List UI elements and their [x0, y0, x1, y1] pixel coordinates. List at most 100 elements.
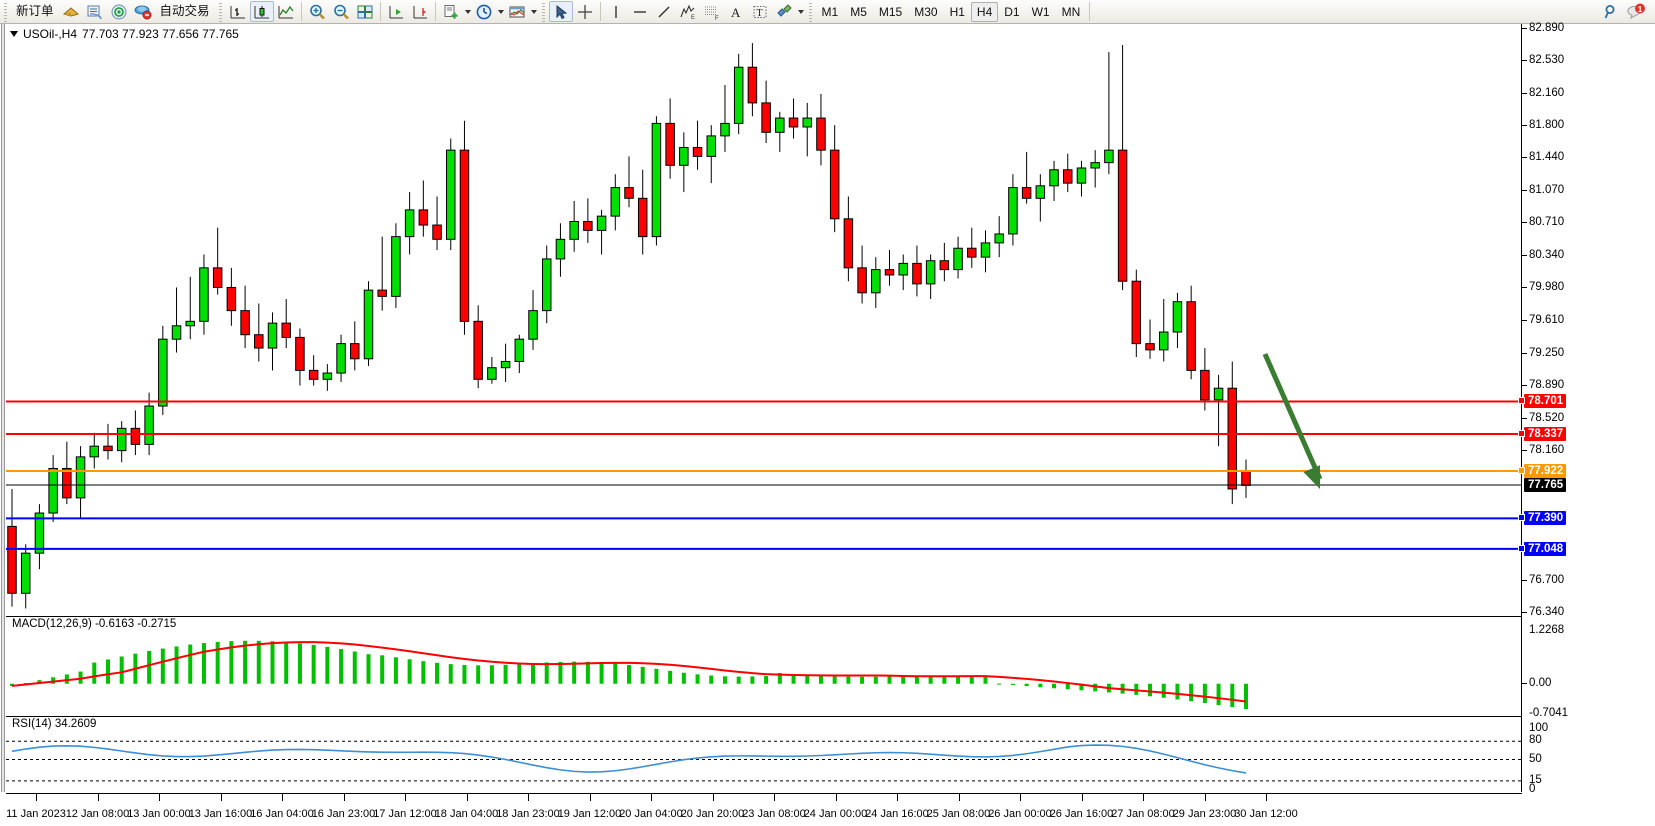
time-axis-label: 30 Jan 12:00 — [1234, 808, 1298, 820]
auto-scroll-icon[interactable] — [384, 1, 408, 22]
timeframe-m30[interactable]: M30 — [914, 4, 938, 19]
chart-shift-icon[interactable] — [408, 1, 432, 22]
navigator-icon[interactable] — [107, 1, 131, 22]
crosshair-icon[interactable] — [573, 1, 597, 22]
templates-icon[interactable] — [505, 1, 529, 22]
price-axis-tick — [1522, 417, 1527, 419]
time-axis-label: 23 Jan 08:00 — [742, 808, 806, 820]
price-tag-support-1[interactable]: 77.390 — [1518, 511, 1567, 526]
rsi-pane[interactable]: RSI(14) 34.2609 — [6, 716, 1522, 792]
price-line-handle[interactable] — [1518, 544, 1525, 552]
candlestick — [528, 290, 538, 350]
shapes-dropdown-caret[interactable] — [797, 9, 804, 14]
line-chart-icon[interactable] — [274, 1, 298, 22]
price-line-handle[interactable] — [1518, 429, 1525, 437]
price-tag-entry-line[interactable]: 77.922 — [1518, 463, 1567, 478]
time-axis[interactable]: 11 Jan 2023 12 Jan 08:00 13 Jan 00:00 13 Ja… — [6, 793, 1522, 826]
period-icon[interactable] — [472, 1, 496, 22]
timeframe-m1[interactable]: M1 — [821, 4, 839, 19]
chart-symbol-header[interactable]: USOil-,H4 77.703 77.923 77.656 77.765 — [8, 27, 241, 41]
timeframe-h4[interactable]: H4 — [970, 1, 999, 22]
horizontal-line-icon[interactable] — [628, 1, 652, 22]
price-axis-tick — [1522, 157, 1527, 159]
notifications-icon[interactable]: 1 — [1623, 1, 1649, 22]
fibonacci-icon[interactable]: F — [700, 1, 724, 22]
macd-histogram-bar — [393, 657, 398, 684]
macd-histogram-bar — [229, 641, 234, 684]
macd-histogram-bar — [1161, 683, 1166, 698]
toolbar-grip-3[interactable] — [539, 1, 547, 22]
indicators-icon[interactable] — [439, 1, 463, 22]
macd-pane[interactable]: MACD(12,26,9) -0.6163 -0.2715 — [6, 616, 1521, 716]
macd-histogram-bar — [366, 654, 371, 684]
indicators-dropdown-caret[interactable] — [464, 9, 471, 14]
chart-menu-caret-icon[interactable] — [10, 31, 18, 37]
text-icon[interactable]: A — [724, 1, 748, 22]
expert-advisor-icon[interactable] — [59, 1, 83, 22]
timeframe-m5[interactable]: M5 — [850, 4, 867, 19]
macd-histogram-bar — [147, 651, 152, 684]
tile-windows-icon[interactable] — [353, 1, 377, 22]
trendline-icon[interactable] — [652, 1, 676, 22]
macd-histogram-bar — [818, 675, 823, 684]
candlestick — [692, 120, 703, 170]
macd-histogram-bar — [1010, 683, 1015, 685]
toolbar-grip-4[interactable] — [806, 1, 814, 22]
chart-window[interactable]: USOil-,H4 77.703 77.923 77.656 77.765 MA… — [0, 22, 1655, 826]
toolbar-grip-1[interactable] — [2, 1, 9, 22]
price-tag-resistance-2[interactable]: 78.701 — [1518, 394, 1567, 409]
price-line-handle[interactable] — [1518, 397, 1525, 405]
main-toolbar: 新订单 自动交易 — [0, 0, 1655, 24]
elliott-wave-icon[interactable]: E — [676, 1, 700, 22]
macd-histogram-bar — [448, 664, 453, 684]
price-axis[interactable]: 82.890 82.530 82.160 81.800 81.440 81.070 80.7… — [1518, 22, 1655, 795]
shapes-icon[interactable] — [772, 1, 796, 22]
templates-dropdown-caret[interactable] — [530, 9, 537, 14]
zoom-out-icon[interactable] — [329, 1, 353, 22]
price-tag-current-price[interactable]: 77.765 — [1524, 477, 1567, 492]
candlestick — [967, 227, 977, 268]
bar-chart-icon[interactable] — [226, 1, 250, 22]
data-window-icon[interactable] — [83, 1, 107, 22]
price-tag-resistance-1[interactable]: 78.337 — [1518, 426, 1567, 441]
macd-histogram-bar — [1202, 683, 1207, 704]
macd-histogram-bar — [832, 676, 837, 684]
time-axis-label: 19 Jan 12:00 — [557, 808, 622, 820]
candlestick — [857, 245, 867, 304]
macd-histogram-bar — [37, 680, 42, 684]
candlestick — [541, 245, 552, 324]
macd-histogram-bar — [339, 649, 344, 684]
macd-histogram-bar — [640, 666, 645, 684]
candlestick — [432, 196, 442, 251]
timeframe-w1[interactable]: W1 — [1031, 4, 1050, 19]
candlestick — [459, 120, 470, 335]
timeframe-d1[interactable]: D1 — [1004, 4, 1020, 19]
timeframe-h1[interactable]: H1 — [949, 4, 965, 19]
period-dropdown-caret[interactable] — [497, 9, 504, 14]
timeframe-mn[interactable]: MN — [1061, 4, 1081, 19]
price-pane[interactable]: MACD(12,26,9) -0.6163 -0.2715 RSI(14) 34… — [6, 24, 1522, 792]
symbol-period-label: USOil-,H4 — [23, 27, 78, 41]
price-axis-tick — [1522, 28, 1527, 29]
timeframe-m15[interactable]: M15 — [878, 4, 903, 19]
price-line-handle[interactable] — [1518, 514, 1525, 522]
zoom-in-icon[interactable] — [305, 1, 329, 22]
cursor-icon[interactable] — [548, 1, 573, 22]
text-label-icon[interactable]: T — [748, 1, 772, 22]
time-axis-tick — [712, 794, 714, 801]
vertical-line-icon[interactable] — [604, 1, 628, 22]
candlestick — [1076, 160, 1087, 197]
autotrading-icon[interactable] — [131, 1, 155, 22]
price-tag-support-2[interactable]: 77.048 — [1518, 541, 1567, 556]
autotrading-label[interactable]: 自动交易 — [159, 4, 210, 18]
candlestick — [939, 242, 950, 282]
new-order-button[interactable]: 新订单 — [16, 4, 54, 18]
candlestick-chart-icon[interactable] — [249, 1, 274, 22]
candlestick — [322, 364, 333, 391]
toolbar-grip-2[interactable] — [216, 1, 224, 22]
search-icon[interactable] — [1599, 1, 1623, 22]
macd-histogram-bar — [1134, 683, 1139, 695]
macd-histogram-bar — [572, 661, 577, 684]
time-axis-tick — [1204, 794, 1206, 801]
price-line-handle[interactable] — [1518, 466, 1525, 474]
